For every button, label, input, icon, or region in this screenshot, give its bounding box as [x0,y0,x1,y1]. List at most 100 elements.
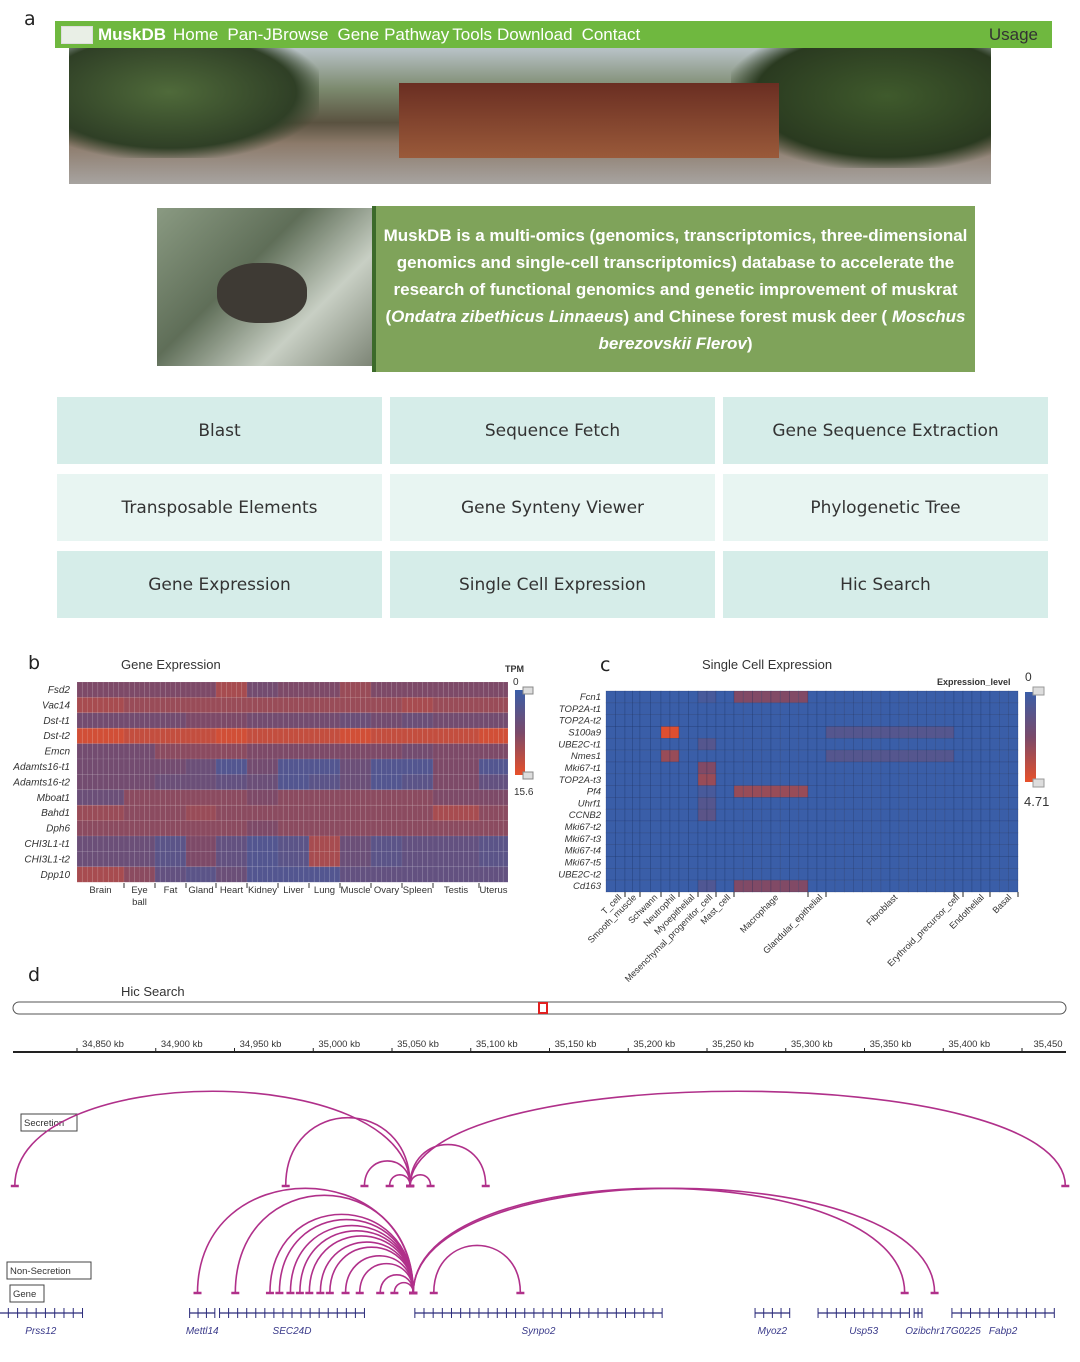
tool-transposable-elements[interactable]: Transposable Elements [57,474,382,541]
heatmap-cell [298,804,305,821]
nav-pathway[interactable]: Pathway [384,24,450,44]
heatmap-cell [688,868,699,881]
nav-contact[interactable]: Contact [581,24,641,44]
heatmap-cell [329,789,336,806]
heatmap-cell [807,820,818,834]
heatmap-cell [724,726,735,739]
heatmap-cell [715,737,726,751]
heatmap-cell [386,743,392,760]
heatmap-cell [453,712,459,729]
nav-home[interactable]: Home [173,24,219,44]
column-label: Liver [283,885,304,896]
heatmap-cell [724,808,735,822]
heatmap-cell [688,856,699,869]
nav-tools[interactable]: Tools [452,24,492,44]
heatmap-cell [650,785,662,798]
heatmap-cell [154,820,161,837]
heatmap-cell [834,856,845,869]
heatmap-cell [298,866,305,883]
range-selection-handle[interactable] [538,1002,548,1014]
heatmap-cell [453,851,459,868]
heatmap-cell [159,835,166,852]
heatmap-cell [370,804,377,821]
heatmap-cell [502,820,509,837]
heatmap-cell [288,866,294,883]
heatmap-cell [386,804,392,821]
heatmap-cell [262,820,268,837]
heatmap-cell [319,712,325,729]
heatmap-cell [907,773,918,786]
tool-gene-sequence-extraction[interactable]: Gene Sequence Extraction [723,397,1048,464]
heatmap-cell [669,761,680,775]
heatmap-cell [706,844,717,857]
heatmap-cell [907,737,918,751]
heatmap-cell [953,690,964,704]
heatmap-cell [453,789,459,806]
heatmap-cell [669,879,680,893]
heatmap-cell [448,681,454,698]
heatmap-cell [816,844,827,857]
heatmap-cell [789,690,800,704]
heatmap-cell [807,785,818,798]
tool-single-cell-expression[interactable]: Single Cell Expression [390,551,715,618]
heatmap-cell [448,789,454,806]
heatmap-cell [144,835,151,852]
heatmap-cell [417,697,423,714]
nav-gene[interactable]: Gene [337,24,380,44]
heatmap-cell [236,789,243,806]
heatmap-cell [412,681,418,698]
tool-sequence-fetch[interactable]: Sequence Fetch [390,397,715,464]
heatmap-cell [303,866,310,883]
heatmap-cell [871,690,882,704]
heatmap-cell [770,808,781,822]
muskdb-logo-icon[interactable] [61,25,93,44]
heatmap-cell [798,785,809,798]
heatmap-cell [417,743,423,760]
heatmap-cell [190,804,197,821]
heatmap-cell [87,774,93,791]
heatmap-cell [303,697,310,714]
heatmap-cell [190,835,197,852]
heatmap-cell [834,832,845,846]
tool-hic-search[interactable]: Hic Search [723,551,1048,618]
heatmap-cell [688,785,699,798]
tool-blast[interactable]: Blast [57,397,382,464]
heatmap-cell [113,712,120,729]
heatmap-cell [215,727,222,744]
heatmap-cell [272,866,279,883]
nav-download[interactable]: Download [496,24,573,44]
heatmap-cell [678,761,689,775]
heatmap-cell [134,820,140,837]
interaction-arc [284,1116,411,1187]
heatmap-cell [678,797,689,810]
heatmap-cell [344,727,351,744]
heatmap-cell [502,789,509,806]
heatmap-cell [458,774,464,791]
description-text-3: ) [746,333,753,353]
heatmap-cell [669,844,680,857]
heatmap-cell [605,702,616,715]
heatmap-cell [102,820,109,837]
heatmap-cell [926,749,937,763]
tool-gene-expression[interactable]: Gene Expression [57,551,382,618]
nav-pan-jbrowse[interactable]: Pan-JBrowse [227,24,329,44]
heatmap-cell [87,681,93,698]
heatmap-cell [1008,761,1019,775]
tool-phylogenetic-tree[interactable]: Phylogenetic Tree [723,474,1048,541]
heatmap-cell [761,702,772,715]
heatmap-cell [406,804,413,821]
heatmap-cell [417,774,423,791]
heatmap-cell [697,844,708,857]
nav-usage[interactable]: Usage [988,24,1038,44]
heatmap-cell [639,690,651,704]
heatmap-cell [277,804,284,821]
heatmap-cell [185,697,192,714]
heatmap-cell [267,712,274,729]
heatmap-cell [401,804,408,821]
heatmap-cell [697,820,708,834]
heatmap-cell [308,820,315,837]
heatmap-cell [789,737,800,751]
tool-gene-synteny-viewer[interactable]: Gene Synteny Viewer [390,474,715,541]
brand[interactable]: MuskDB [98,24,167,44]
heatmap-cell [989,832,1000,846]
